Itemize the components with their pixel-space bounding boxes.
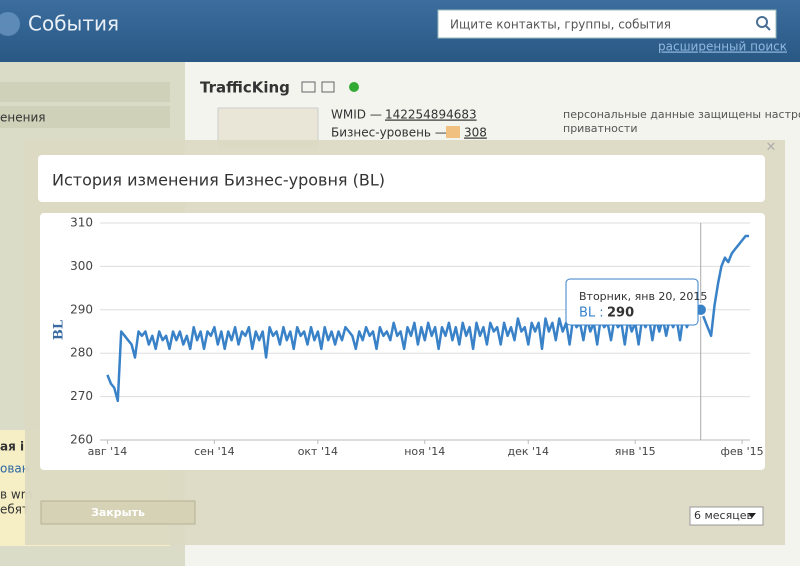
y-tick-label: 270 xyxy=(70,389,93,403)
sidebar-item-label: енения xyxy=(0,111,45,125)
logo-icon xyxy=(0,12,20,36)
tooltip-label: BL : xyxy=(579,306,604,321)
y-axis-label: BL xyxy=(52,320,67,340)
promo-line: ебят xyxy=(0,503,29,517)
wmid-label: WMID — xyxy=(331,108,382,122)
search-icon-handle xyxy=(765,25,771,31)
y-tick-label: 260 xyxy=(70,433,93,447)
logo[interactable]: События xyxy=(28,12,119,36)
bl[interactable]: 308 xyxy=(464,126,487,140)
x-tick-label: авг '14 xyxy=(88,445,128,458)
add-icon[interactable] xyxy=(349,82,359,92)
x-tick-label: ноя '14 xyxy=(404,445,445,458)
profile-name: TrafficKing xyxy=(200,79,290,97)
wmid[interactable]: 142254894683 xyxy=(385,108,477,122)
tooltip xyxy=(565,278,699,326)
y-tick-label: 310 xyxy=(70,216,93,230)
y-tick-label: 290 xyxy=(70,302,93,316)
search-placeholder: Ищите контакты, группы, события xyxy=(450,18,671,32)
privacy: приватности xyxy=(563,122,637,135)
tooltip-title: Вторник, янв 20, 2015 xyxy=(579,290,707,303)
sidebar-item xyxy=(0,82,170,102)
search-box[interactable] xyxy=(437,9,777,39)
search-icon[interactable] xyxy=(756,16,768,28)
promo-line: ован xyxy=(0,462,30,476)
sidebar-item[interactable] xyxy=(0,106,170,128)
modal-close[interactable]: × xyxy=(766,140,777,155)
promo-title: ая і xyxy=(0,440,24,454)
promo-line: в wm xyxy=(0,488,32,502)
close-button-label: Закрыть xyxy=(91,506,145,519)
tooltip-group: Вторник, янв 20, 2015 BL : 290 xyxy=(565,278,707,326)
y-tick-label: 280 xyxy=(70,346,93,360)
video-icon[interactable] xyxy=(321,81,335,93)
tooltip-value: 290 xyxy=(607,306,634,321)
chart: BL 260 270 280 290 300 310 авг '14 сен '14 окт '… xyxy=(52,216,764,459)
x-tick-label: дек '14 xyxy=(507,445,549,458)
privacy: персональные данные защищены настройкой xyxy=(563,108,800,121)
advanced-search[interactable]: расширенный поиск xyxy=(658,40,787,54)
modal-title: История изменения Бизнес-уровня (BL) xyxy=(52,171,385,190)
close-button[interactable] xyxy=(40,500,196,525)
x-tick-label: янв '15 xyxy=(615,445,656,458)
y-tick-label: 300 xyxy=(70,259,93,273)
modal-title-box xyxy=(38,155,765,202)
x-tick-label: фев '15 xyxy=(721,445,764,458)
bl-label: Бизнес-уровень — xyxy=(331,126,447,140)
bl-icon xyxy=(446,126,460,138)
x-tick-label: сен '14 xyxy=(194,445,235,458)
period-label: 6 месяцев xyxy=(694,509,753,522)
mail-icon[interactable] xyxy=(301,81,316,93)
x-tick-label: окт '14 xyxy=(298,445,338,458)
period-select[interactable] xyxy=(689,506,764,526)
select-arrow xyxy=(748,513,756,518)
